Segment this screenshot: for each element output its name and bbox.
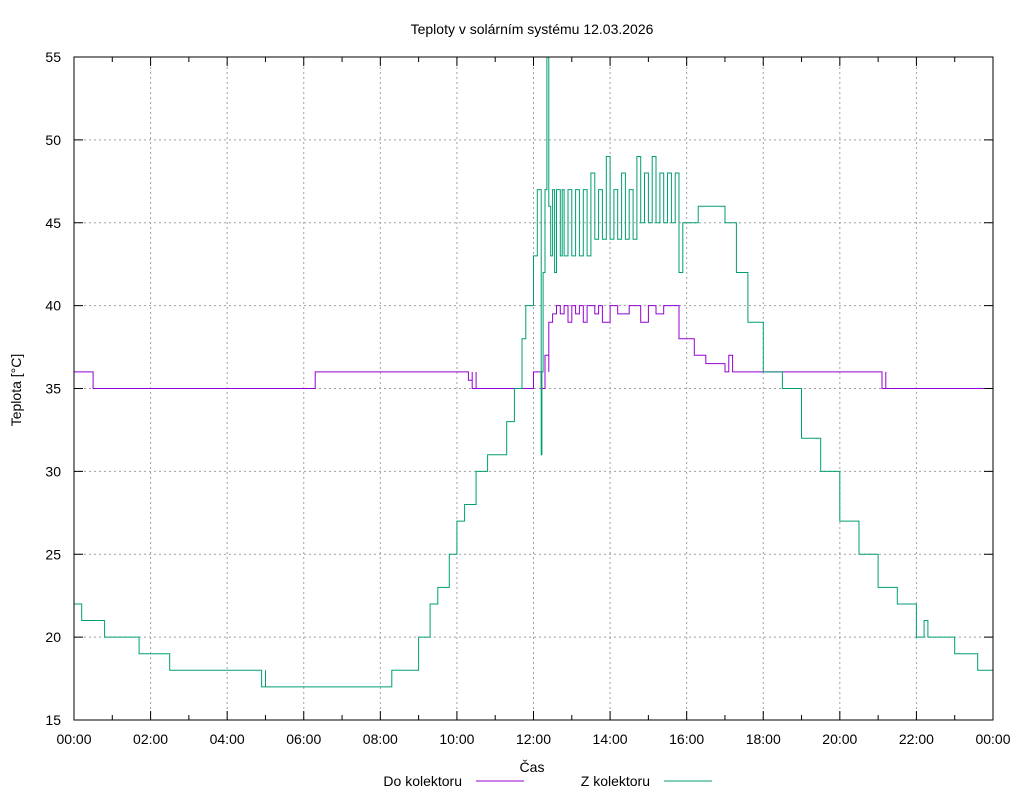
x-tick-label: 14:00 <box>593 731 628 747</box>
ticks <box>73 56 994 721</box>
x-tick-label: 20:00 <box>822 731 857 747</box>
x-tick-label: 12:00 <box>516 731 551 747</box>
legend-label-2: Z kolektoru <box>581 773 650 789</box>
series-line-1 <box>74 305 993 389</box>
x-tick-label: 08:00 <box>363 731 398 747</box>
series-line-2 <box>74 56 993 688</box>
legend-label-1: Do kolektoru <box>383 773 462 789</box>
x-tick-label: 18:00 <box>746 731 781 747</box>
y-tick-label: 50 <box>45 132 61 148</box>
chart-title: Teploty v solárním systému 12.03.2026 <box>411 21 654 37</box>
legend: Do kolektoru Z kolektoru <box>383 773 712 789</box>
x-tick-labels: 00:00 02:00 04:00 06:00 08:00 10:00 12:00 14:00… <box>56 731 1010 747</box>
x-tick-label: 10:00 <box>439 731 474 747</box>
x-tick-label: 00:00 <box>56 731 91 747</box>
y-tick-label: 55 <box>45 49 61 65</box>
y-tick-label: 40 <box>45 298 61 314</box>
y-axis-label: Teplota [°C] <box>8 354 24 427</box>
x-tick-label: 16:00 <box>669 731 704 747</box>
x-tick-label: 00:00 <box>975 731 1010 747</box>
y-tick-label: 45 <box>45 215 61 231</box>
x-tick-label: 04:00 <box>210 731 245 747</box>
x-tick-label: 02:00 <box>133 731 168 747</box>
y-tick-label: 20 <box>45 629 61 645</box>
x-axis-label: Čas <box>520 759 545 775</box>
y-tick-label: 30 <box>45 463 61 479</box>
series-layer <box>74 56 993 688</box>
y-tick-label: 15 <box>45 712 61 728</box>
y-tick-labels: 15 20 25 30 35 40 45 50 55 <box>45 49 61 728</box>
y-tick-label: 35 <box>45 381 61 397</box>
x-tick-label: 06:00 <box>286 731 321 747</box>
x-tick-label: 22:00 <box>899 731 934 747</box>
y-tick-label: 25 <box>45 546 61 562</box>
